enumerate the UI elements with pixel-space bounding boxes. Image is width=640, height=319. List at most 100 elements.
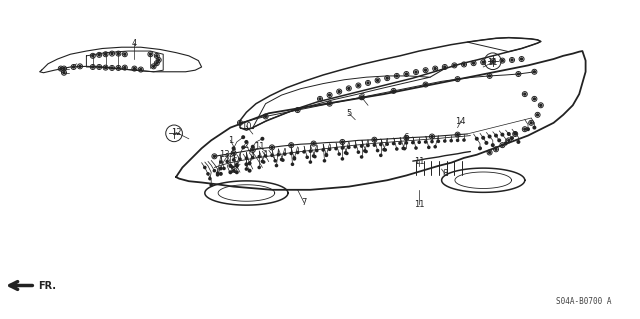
Circle shape (424, 84, 427, 85)
Circle shape (262, 160, 266, 164)
Circle shape (417, 140, 421, 144)
Circle shape (305, 155, 309, 159)
Circle shape (513, 131, 517, 135)
Circle shape (340, 146, 344, 150)
Circle shape (235, 163, 239, 167)
Circle shape (405, 73, 408, 75)
Circle shape (403, 147, 406, 151)
Circle shape (524, 93, 526, 95)
Circle shape (484, 141, 488, 145)
Circle shape (156, 62, 158, 64)
Circle shape (532, 126, 536, 130)
Circle shape (456, 78, 459, 80)
Circle shape (296, 109, 299, 111)
Circle shape (492, 60, 494, 62)
Circle shape (364, 150, 368, 153)
Circle shape (340, 157, 344, 161)
Circle shape (238, 157, 242, 161)
Circle shape (360, 96, 363, 98)
Circle shape (376, 79, 379, 81)
Circle shape (328, 103, 331, 105)
Circle shape (228, 164, 232, 168)
Circle shape (312, 143, 315, 145)
Circle shape (386, 77, 388, 79)
Text: 12: 12 (228, 166, 239, 175)
Circle shape (244, 162, 248, 166)
Circle shape (401, 146, 405, 150)
Circle shape (367, 82, 369, 84)
Circle shape (244, 167, 248, 171)
Text: 4: 4 (132, 39, 137, 48)
Circle shape (60, 68, 62, 70)
Circle shape (248, 161, 252, 165)
Circle shape (248, 169, 252, 173)
Circle shape (430, 140, 434, 144)
Circle shape (257, 155, 261, 159)
Circle shape (533, 98, 536, 100)
Circle shape (376, 149, 380, 152)
Circle shape (321, 148, 325, 152)
Circle shape (366, 144, 370, 147)
Circle shape (208, 177, 212, 181)
Circle shape (157, 59, 160, 61)
Circle shape (98, 54, 100, 56)
Circle shape (235, 164, 239, 168)
Circle shape (507, 132, 511, 136)
Circle shape (313, 155, 317, 159)
Text: FR.: FR. (38, 280, 56, 291)
Circle shape (353, 145, 357, 149)
Circle shape (357, 85, 360, 86)
Circle shape (212, 169, 216, 173)
Circle shape (270, 153, 274, 157)
Circle shape (396, 75, 398, 77)
Circle shape (275, 164, 278, 167)
Circle shape (276, 153, 280, 157)
Circle shape (104, 67, 107, 69)
Circle shape (497, 138, 501, 142)
Circle shape (239, 122, 241, 124)
Circle shape (289, 152, 293, 155)
Circle shape (230, 165, 234, 169)
Text: 7: 7 (301, 198, 307, 207)
Circle shape (244, 140, 248, 144)
Text: 14: 14 (456, 117, 466, 126)
Circle shape (524, 128, 526, 130)
Text: 13: 13 (219, 150, 229, 159)
Circle shape (281, 158, 285, 162)
Circle shape (398, 141, 402, 145)
Circle shape (111, 53, 113, 55)
Circle shape (232, 146, 236, 150)
Circle shape (219, 167, 223, 170)
Circle shape (228, 170, 232, 174)
Circle shape (356, 150, 360, 154)
Circle shape (206, 172, 210, 176)
Circle shape (344, 151, 348, 155)
Circle shape (424, 140, 428, 144)
Circle shape (482, 61, 484, 63)
Circle shape (117, 53, 120, 55)
Circle shape (511, 59, 513, 61)
Circle shape (383, 148, 387, 152)
Circle shape (63, 72, 65, 74)
Circle shape (488, 152, 491, 153)
Circle shape (152, 65, 155, 67)
Circle shape (424, 69, 427, 71)
Circle shape (434, 68, 436, 70)
Circle shape (302, 150, 306, 154)
Circle shape (292, 156, 296, 160)
Text: 10: 10 (241, 122, 252, 130)
Circle shape (540, 104, 542, 106)
Circle shape (260, 137, 264, 141)
Circle shape (508, 139, 510, 141)
Circle shape (324, 153, 328, 157)
Circle shape (216, 173, 220, 177)
Text: 1: 1 (228, 136, 233, 145)
Text: 11: 11 (254, 142, 264, 151)
Circle shape (414, 146, 418, 150)
Circle shape (291, 162, 294, 166)
Text: 5: 5 (346, 109, 351, 118)
Circle shape (79, 65, 81, 67)
Circle shape (124, 67, 126, 69)
Circle shape (500, 133, 504, 137)
Circle shape (296, 151, 300, 154)
